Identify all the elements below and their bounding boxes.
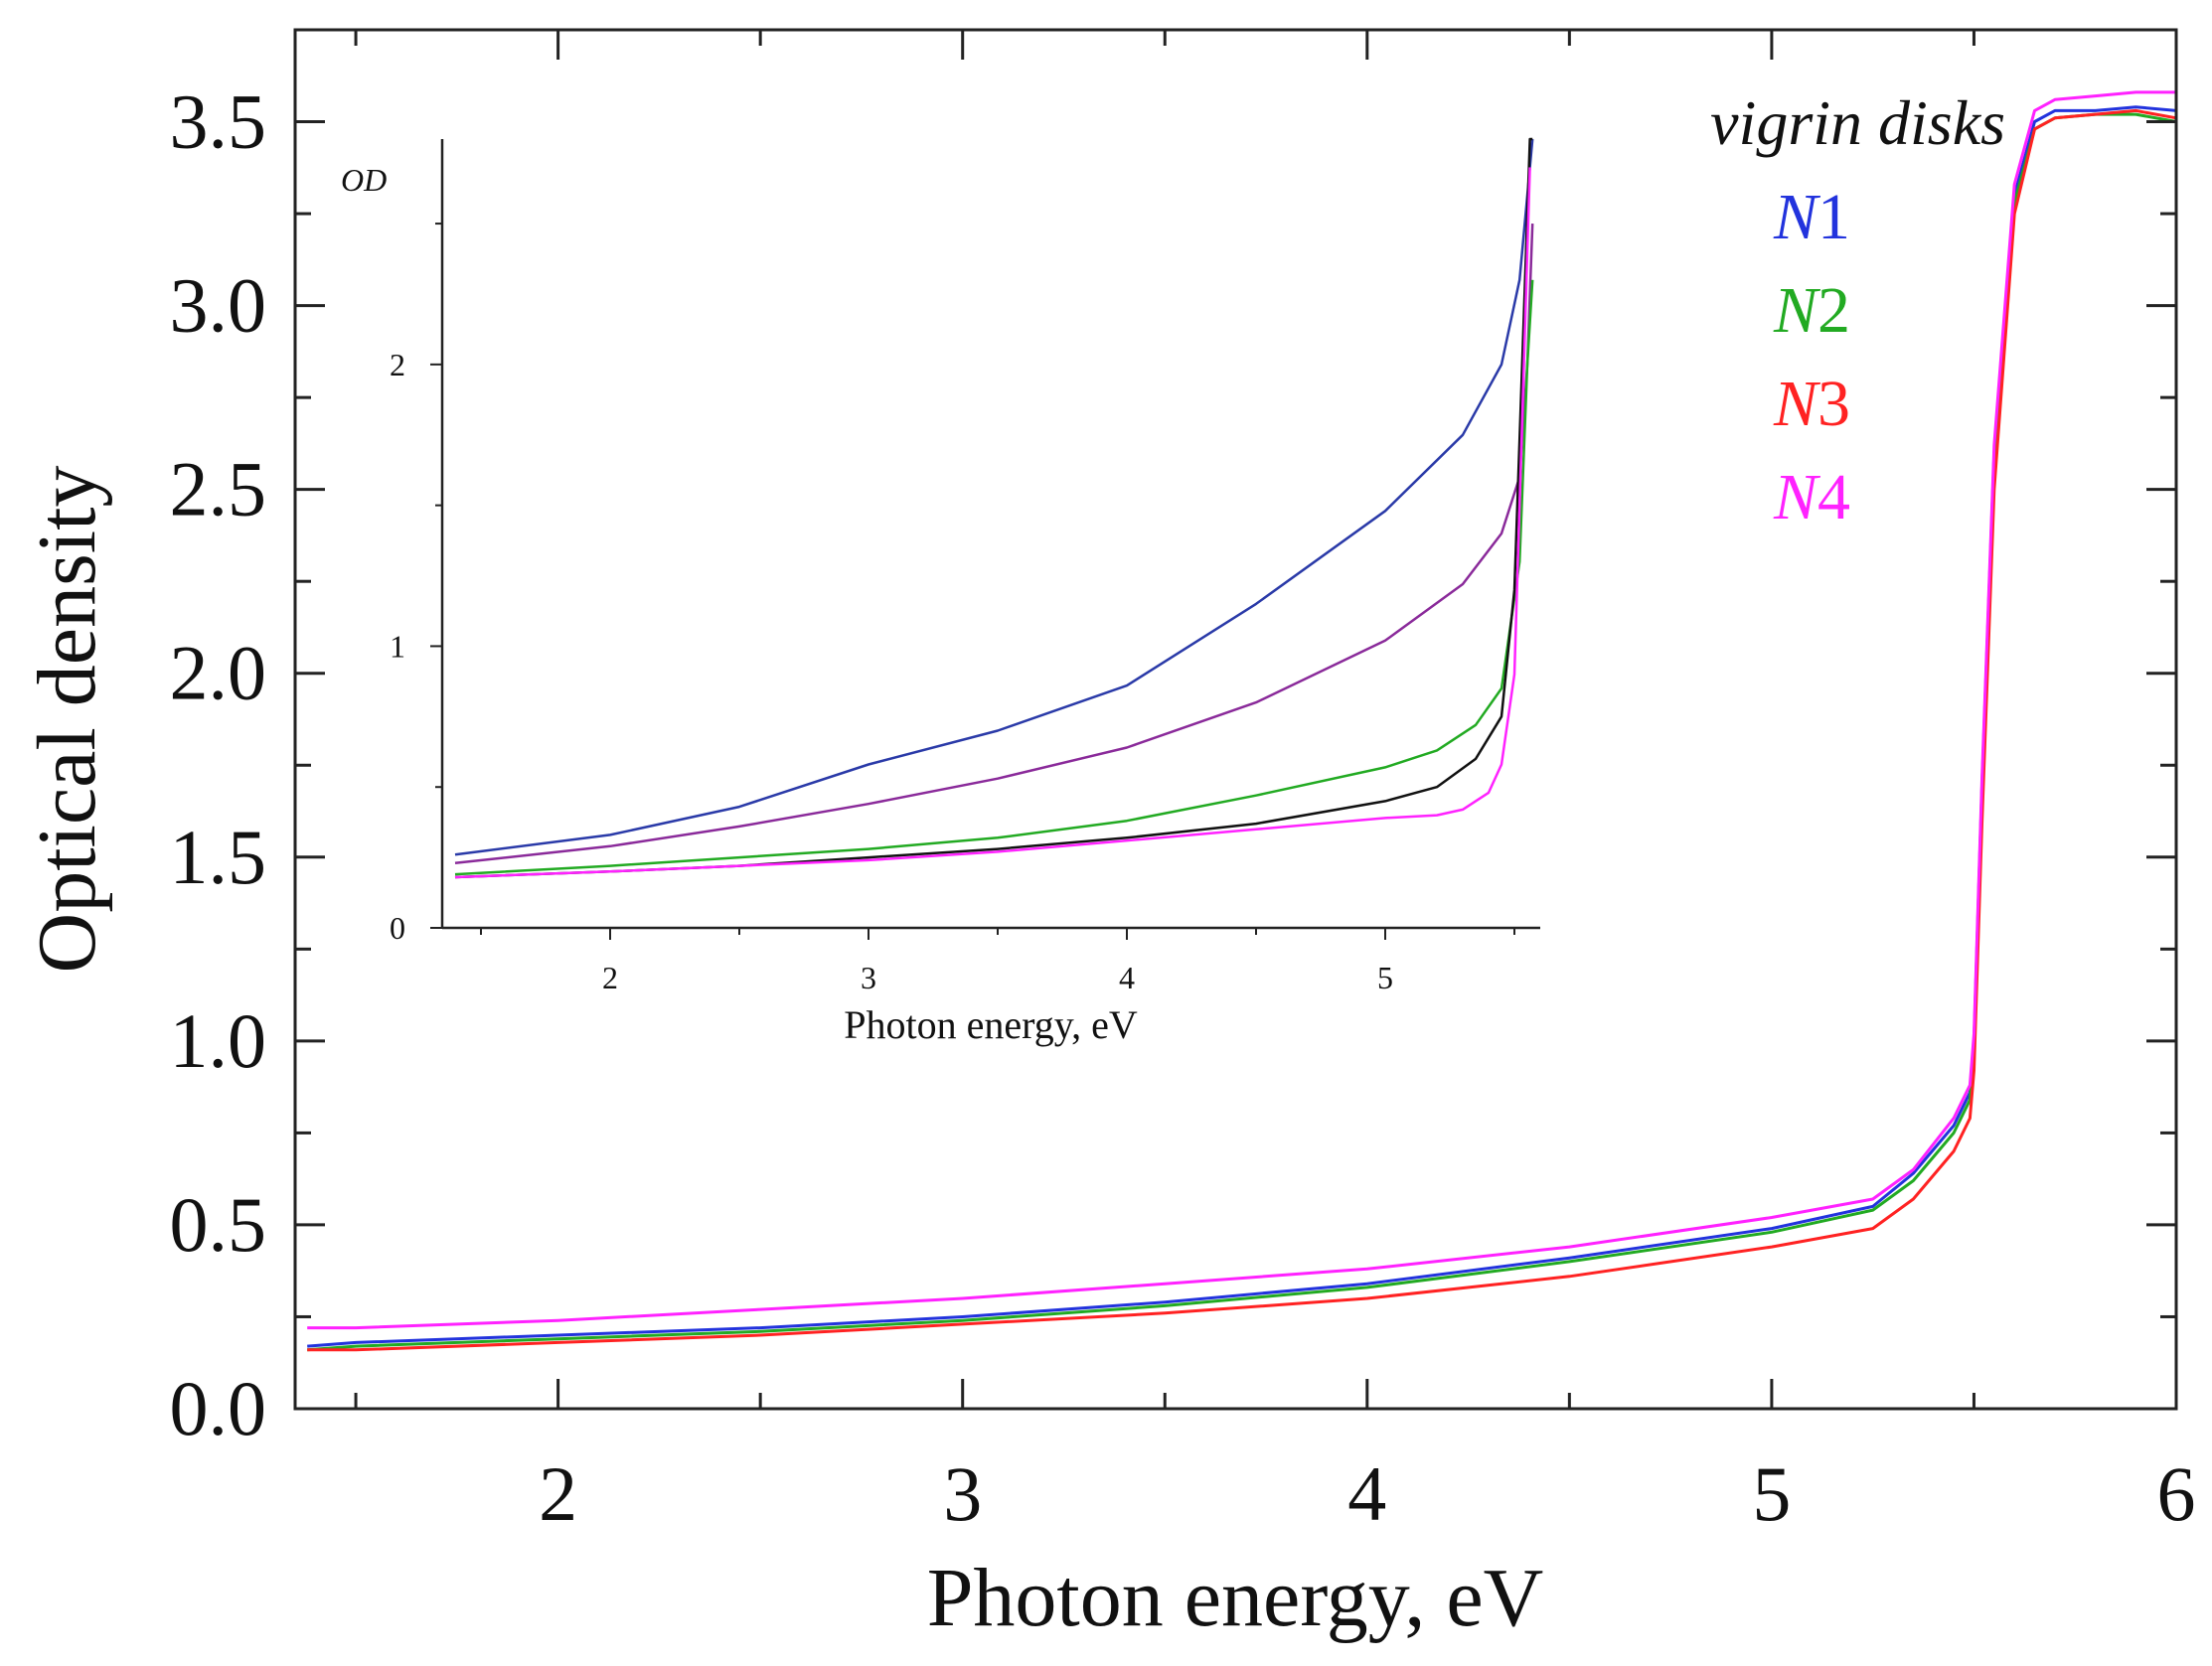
main-y-tick-label: 0.0 [170, 1365, 267, 1451]
legend-item-number: 1 [1817, 181, 1850, 253]
main-y-tick-label: 0.5 [170, 1181, 267, 1268]
inset-x-tick-label: 4 [1119, 960, 1135, 995]
inset-y-tick-label: 2 [390, 347, 405, 382]
inset-x-axis-title: Photon energy, eV [844, 1002, 1138, 1047]
inset-series-blue [454, 138, 1534, 856]
legend-item-number: 4 [1817, 461, 1850, 533]
inset-y-tick-label: 0 [390, 910, 405, 946]
main-x-tick-label: 2 [539, 1450, 577, 1537]
legend-item-prefix: N [1773, 181, 1821, 253]
inset-axes-group: 2 3 4 5 0 1 2 [390, 139, 1540, 995]
main-y-axis-title: Optical density [21, 466, 113, 974]
legend-item-number: 2 [1817, 274, 1850, 347]
main-series-n1 [307, 105, 2177, 1348]
main-x-tick-label: 3 [943, 1450, 982, 1537]
legend-item-prefix: N [1773, 274, 1821, 347]
legend-item-prefix: N [1773, 368, 1821, 440]
main-y-tick-label: 1.0 [170, 997, 267, 1084]
main-y-tick-label: 2.5 [170, 446, 267, 532]
main-x-tick-label: 5 [1752, 1450, 1791, 1537]
legend-item-n1: N1 [1773, 181, 1850, 253]
main-y-tick-label: 1.5 [170, 814, 267, 900]
main-x-tick-label: 4 [1347, 1450, 1386, 1537]
main-series-group [307, 90, 2177, 1352]
main-series-n3 [307, 108, 2177, 1352]
inset-series-group [454, 137, 1534, 879]
inset-background [427, 139, 1540, 934]
legend-item-prefix: N [1773, 461, 1821, 533]
main-plot-frame [293, 28, 2178, 1411]
inset-y-axis-title: OD [341, 162, 387, 198]
inset-x-tick-label: 3 [861, 960, 876, 995]
inset-series-magenta [454, 167, 1531, 879]
main-x-axis-title: Photon energy, eV [927, 1552, 1544, 1644]
legend-item-n3: N3 [1773, 368, 1850, 440]
main-series-n4 [307, 90, 2176, 1330]
inset-chart: 2 3 4 5 0 1 2 OD Photon energy, eV [341, 137, 1540, 1047]
main-chart: 2 3 4 5 6 0.0 0.5 1.0 1.5 2.0 2.5 3.0 3.5 Photon ene… [21, 28, 2196, 1644]
inset-x-tick-label: 2 [602, 960, 618, 995]
inset-y-tick-label: 1 [390, 628, 405, 664]
legend-item-n2: N2 [1773, 274, 1850, 347]
legend-item-n4: N4 [1773, 461, 1850, 533]
main-x-tick-label: 6 [2157, 1450, 2196, 1537]
main-y-tick-label: 3.0 [170, 262, 267, 349]
main-y-tick-label: 3.5 [170, 78, 267, 165]
legend-item-number: 3 [1817, 368, 1850, 440]
inset-x-tick-label: 5 [1377, 960, 1393, 995]
main-y-tick-label: 2.0 [170, 630, 267, 716]
legend-title: vigrin disks [1710, 87, 2005, 158]
main-ticks-group: 2 3 4 5 6 0.0 0.5 1.0 1.5 2.0 2.5 3.0 3.5 [170, 28, 2196, 1537]
